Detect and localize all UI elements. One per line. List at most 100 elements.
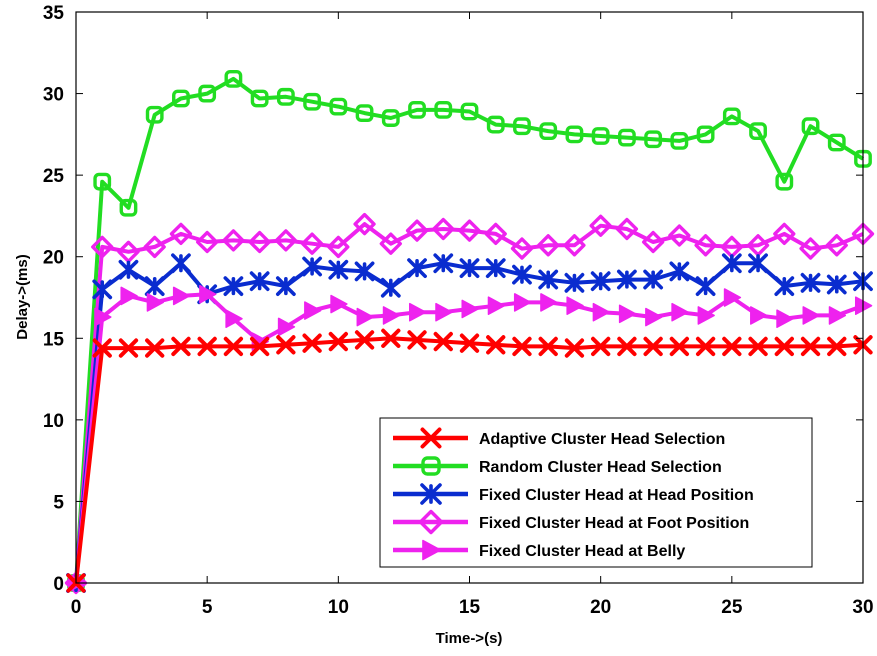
data-point bbox=[435, 302, 453, 322]
data-point bbox=[356, 307, 374, 327]
legend-item: Adaptive Cluster Head Selection bbox=[393, 427, 725, 449]
x-tick-label: 5 bbox=[202, 597, 213, 618]
data-point bbox=[418, 509, 444, 535]
series-4 bbox=[67, 284, 873, 593]
data-point bbox=[407, 258, 427, 279]
data-point bbox=[696, 125, 715, 144]
series-layer bbox=[64, 69, 875, 595]
data-point bbox=[118, 259, 139, 280]
data-point bbox=[617, 336, 637, 357]
data-point bbox=[248, 230, 271, 254]
data-point bbox=[566, 296, 584, 315]
data-point bbox=[669, 261, 690, 282]
data-point bbox=[120, 286, 138, 306]
data-point bbox=[354, 330, 375, 350]
data-point bbox=[854, 296, 873, 315]
data-point bbox=[275, 276, 296, 296]
data-point bbox=[775, 172, 794, 191]
data-point bbox=[224, 69, 243, 88]
data-point bbox=[197, 336, 217, 357]
data-point bbox=[330, 294, 348, 314]
data-point bbox=[564, 338, 585, 358]
data-point bbox=[590, 271, 611, 292]
data-point bbox=[144, 276, 165, 296]
data-point bbox=[513, 117, 531, 136]
series-0 bbox=[66, 328, 873, 593]
data-point bbox=[381, 328, 401, 348]
data-point bbox=[93, 172, 112, 191]
data-point bbox=[486, 335, 506, 355]
data-point bbox=[487, 296, 506, 315]
data-point bbox=[249, 271, 270, 292]
legend-item: Random Cluster Head Selection bbox=[393, 456, 722, 476]
data-point bbox=[538, 269, 559, 290]
data-point bbox=[434, 100, 453, 119]
data-point bbox=[749, 122, 767, 140]
data-point bbox=[327, 235, 350, 259]
series-2 bbox=[66, 253, 873, 593]
data-point bbox=[485, 258, 506, 279]
data-point bbox=[723, 288, 742, 307]
data-point bbox=[486, 115, 505, 134]
x-tick-label: 20 bbox=[590, 597, 611, 618]
data-point bbox=[277, 317, 296, 337]
y-tick-label: 35 bbox=[43, 3, 65, 24]
data-point bbox=[223, 336, 244, 357]
data-point bbox=[420, 427, 442, 449]
data-point bbox=[304, 301, 322, 320]
data-point bbox=[91, 235, 114, 259]
y-tick-label: 0 bbox=[53, 574, 64, 595]
ticks-layer bbox=[75, 11, 864, 584]
data-point bbox=[432, 217, 455, 241]
data-point bbox=[355, 104, 374, 123]
data-point bbox=[565, 125, 584, 144]
y-tick-label: 30 bbox=[43, 85, 64, 106]
data-point bbox=[827, 336, 847, 357]
data-point bbox=[460, 102, 479, 121]
legend-item: Fixed Cluster Head at Belly bbox=[393, 539, 685, 561]
data-point bbox=[828, 306, 847, 325]
data-point bbox=[380, 277, 401, 298]
data-point bbox=[408, 100, 426, 119]
data-point bbox=[592, 302, 610, 322]
data-point bbox=[774, 276, 795, 296]
legend-label: Random Cluster Head Selection bbox=[479, 459, 722, 476]
data-point bbox=[329, 97, 348, 116]
data-point bbox=[172, 89, 190, 108]
data-point bbox=[381, 109, 400, 127]
data-point bbox=[802, 306, 820, 325]
data-point bbox=[799, 237, 822, 260]
data-point bbox=[668, 224, 691, 247]
data-point bbox=[484, 222, 507, 246]
data-point bbox=[618, 304, 637, 324]
x-tick-label: 10 bbox=[328, 597, 349, 618]
data-point bbox=[354, 261, 375, 282]
x-tick-label: 0 bbox=[71, 597, 82, 618]
legend-label: Fixed Cluster Head at Foot Position bbox=[479, 515, 749, 532]
y-tick-label: 15 bbox=[43, 329, 65, 350]
data-point bbox=[539, 122, 558, 140]
data-point bbox=[222, 229, 245, 252]
data-point bbox=[146, 293, 164, 312]
data-point bbox=[512, 336, 532, 357]
data-point bbox=[773, 222, 796, 246]
legend-item: Fixed Cluster Head at Head Position bbox=[393, 483, 754, 505]
data-point bbox=[722, 107, 741, 126]
data-point bbox=[670, 131, 689, 150]
data-point bbox=[589, 214, 612, 237]
data-point bbox=[643, 269, 664, 290]
data-point bbox=[303, 92, 321, 111]
data-point bbox=[695, 336, 716, 357]
data-point bbox=[644, 130, 663, 149]
legend-label: Adaptive Cluster Head Selection bbox=[479, 431, 725, 448]
y-tick-label: 10 bbox=[43, 411, 64, 432]
tick-labels-layer: 0 5 10 15 20 25 30 0 5 10 15 20 25 30 35 bbox=[43, 3, 874, 618]
y-tick-label: 20 bbox=[43, 248, 64, 269]
data-point bbox=[421, 456, 441, 476]
data-point bbox=[563, 234, 586, 257]
data-point bbox=[250, 89, 269, 108]
data-point bbox=[827, 133, 846, 152]
y-tick-label: 5 bbox=[53, 492, 64, 513]
data-point bbox=[223, 276, 244, 296]
